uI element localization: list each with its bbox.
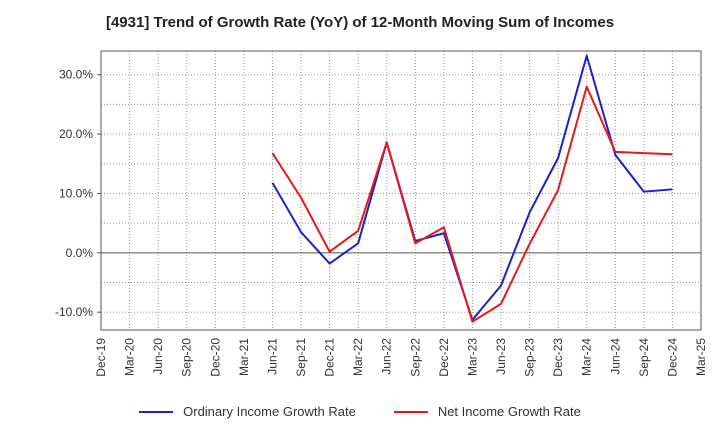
- x-tick-label: Dec-22: [437, 338, 451, 377]
- data-point-ordinary: [500, 284, 502, 286]
- legend: Ordinary Income Growth Rate Net Income G…: [0, 404, 720, 419]
- x-tick-labels: Dec-19 Mar-20 Jun-20 Sep-20 Dec-20 Mar-21 Jun-…: [94, 338, 708, 377]
- y-tick-label: -10.0%: [55, 305, 93, 319]
- x-tick-label: Sep-24: [637, 338, 651, 377]
- data-point-net: [271, 152, 273, 154]
- x-tick-label: Jun-21: [265, 338, 279, 375]
- x-tick-label: Mar-24: [580, 338, 594, 376]
- x-tick-label: Mar-23: [465, 338, 479, 376]
- legend-swatch-ordinary: [139, 410, 174, 413]
- data-point-net: [414, 242, 416, 244]
- legend-label-net: Net Income Growth Rate: [437, 404, 581, 419]
- data-point-net: [329, 251, 331, 253]
- y-tick-label: 10.0%: [59, 186, 93, 200]
- x-tick-label: Sep-21: [294, 338, 308, 377]
- data-point-ordinary: [300, 231, 302, 233]
- x-tick-label: Dec-19: [94, 338, 108, 377]
- legend-swatch-net: [393, 410, 428, 413]
- y-tick-labels: 30.0% 20.0% 10.0% 0.0% -10.0%: [55, 68, 93, 319]
- x-tick-label: Jun-20: [151, 338, 165, 375]
- data-point-net: [643, 152, 645, 154]
- x-tick-label: Dec-24: [665, 338, 679, 377]
- data-point-ordinary: [271, 182, 273, 184]
- axes: [97, 50, 702, 331]
- data-point-net: [586, 86, 588, 88]
- chart-title: [4931] Trend of Growth Rate (YoY) of 12-…: [105, 14, 615, 31]
- data-point-net: [671, 153, 673, 155]
- x-tick-label: Mar-25: [694, 338, 708, 376]
- data-point-net: [614, 151, 616, 153]
- legend-label-ordinary: Ordinary Income Growth Rate: [183, 404, 356, 419]
- legend-item-ordinary: Ordinary Income Growth Rate: [139, 404, 356, 419]
- x-tick-label: Dec-20: [208, 338, 222, 377]
- data-point-ordinary: [557, 157, 559, 159]
- x-tick-label: Jun-23: [494, 338, 508, 375]
- plot-frame: [100, 50, 702, 331]
- data-point-net: [500, 303, 502, 305]
- legend-item-net: Net Income Growth Rate: [393, 404, 581, 419]
- x-tick-label: Mar-20: [123, 338, 137, 376]
- data-point-net: [471, 321, 473, 323]
- data-point-net: [386, 141, 388, 143]
- data-point-ordinary: [614, 154, 616, 156]
- y-tick-label: 30.0%: [59, 68, 93, 82]
- x-tick-label: Jun-22: [380, 338, 394, 375]
- y-tick-label: 20.0%: [59, 127, 93, 141]
- data-point-ordinary: [329, 263, 331, 265]
- data-point-ordinary: [586, 55, 588, 57]
- data-point-ordinary: [643, 191, 645, 193]
- data-point-net: [300, 197, 302, 199]
- x-tick-label: Mar-21: [237, 338, 251, 376]
- series-line-net: [271, 85, 673, 323]
- x-tick-label: Sep-22: [408, 338, 422, 377]
- data-point-ordinary: [357, 242, 359, 244]
- y-tick-label: 0.0%: [66, 246, 94, 260]
- x-tick-label: Jun-24: [608, 338, 622, 375]
- x-tick-label: Sep-23: [523, 338, 537, 377]
- x-tick-label: Dec-21: [323, 338, 337, 377]
- data-point-ordinary: [671, 188, 673, 190]
- series-lines: [271, 54, 673, 323]
- x-tick-label: Mar-22: [351, 338, 365, 376]
- data-point-net: [357, 230, 359, 232]
- x-tick-label: Sep-20: [180, 338, 194, 377]
- data-point-net: [443, 226, 445, 228]
- x-tick-label: Dec-23: [551, 338, 565, 377]
- data-point-ordinary: [529, 211, 531, 213]
- data-point-net: [529, 243, 531, 245]
- data-point-net: [557, 189, 559, 191]
